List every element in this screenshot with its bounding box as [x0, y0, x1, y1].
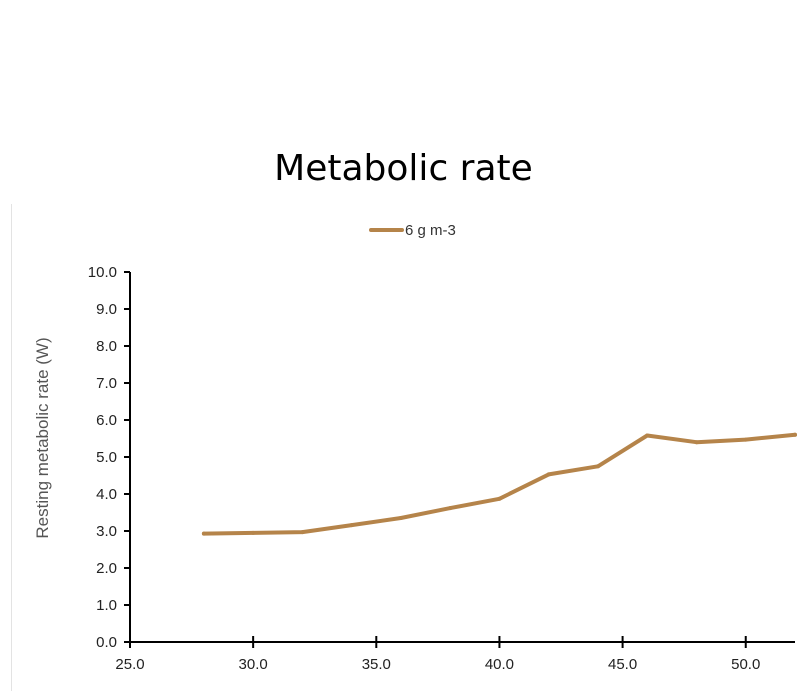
y-tick-label: 0.0: [96, 634, 117, 651]
data-point: [349, 523, 354, 528]
data-point: [300, 530, 305, 535]
data-point: [546, 472, 551, 477]
chart-title: Metabolic rate: [274, 148, 533, 189]
x-tick-label: 35.0: [362, 656, 391, 673]
x-axis: 25.0 30.0 35.0 40.0 45.0 50.0: [115, 636, 795, 673]
data-point: [497, 496, 502, 501]
data-point: [398, 516, 403, 520]
data-point: [793, 432, 797, 437]
chart-area-border: [11, 204, 12, 691]
legend: 6 g m-3: [369, 222, 456, 239]
y-tick-label: 8.0: [96, 338, 117, 355]
x-tick-label: 50.0: [731, 656, 760, 673]
y-tick-label: 3.0: [96, 523, 117, 540]
x-tick-label: 45.0: [608, 656, 637, 673]
data-point: [596, 464, 600, 469]
y-tick-label: 10.0: [88, 264, 117, 281]
series-line: [201, 432, 797, 536]
series-layer: [201, 432, 797, 536]
data-point: [743, 437, 748, 442]
data-point: [645, 433, 650, 438]
x-tick-label: 40.0: [485, 656, 514, 673]
x-tick-label: 30.0: [239, 656, 268, 673]
y-tick-label: 5.0: [96, 449, 117, 466]
y-tick-label: 9.0: [96, 301, 117, 318]
y-axis-title: Resting metabolic rate (W): [33, 337, 52, 538]
data-point: [694, 440, 699, 445]
data-point: [251, 530, 256, 535]
y-tick-label: 6.0: [96, 412, 117, 429]
legend-label: 6 g m-3: [405, 222, 456, 239]
x-tick-label: 25.0: [115, 656, 144, 673]
data-point: [201, 531, 206, 536]
y-tick-label: 4.0: [96, 486, 117, 503]
y-axis: 0.0 1.0 2.0 3.0 4.0 5.0 6.0 7.0 8.0 9.0 10.0: [88, 264, 131, 651]
y-tick-label: 1.0: [96, 597, 117, 614]
y-tick-label: 2.0: [96, 560, 117, 577]
y-tick-label: 7.0: [96, 375, 117, 392]
data-point: [448, 506, 453, 511]
